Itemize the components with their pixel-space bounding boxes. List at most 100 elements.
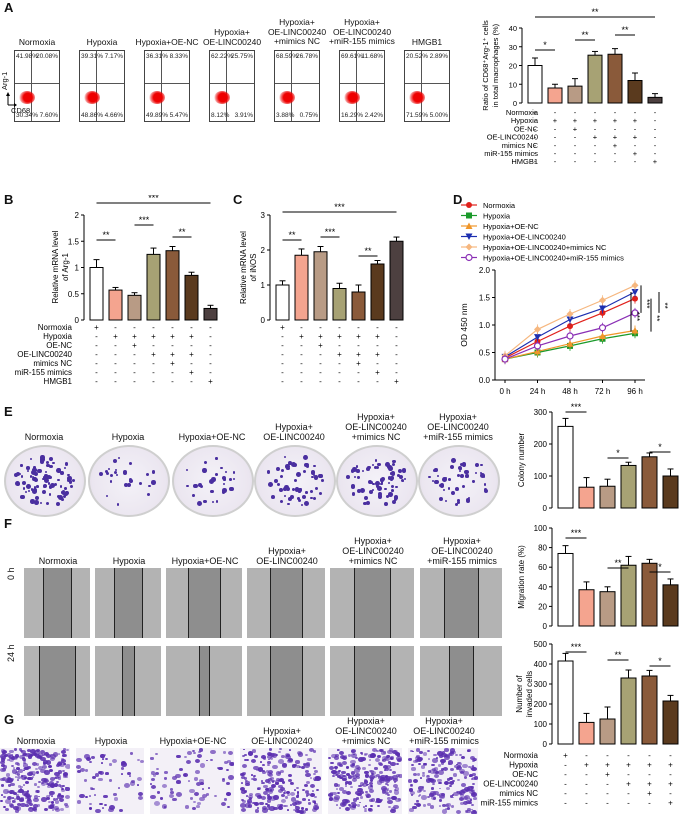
- table-row-label: miR-155 mimics: [481, 799, 538, 808]
- invaded-cell: [303, 783, 308, 787]
- invaded-cell: [352, 798, 357, 802]
- colony: [117, 456, 120, 459]
- bar: [627, 80, 643, 104]
- invaded-cell: [259, 802, 264, 806]
- invaded-cell: [198, 748, 204, 752]
- colony: [62, 494, 67, 498]
- invaded-cell: [445, 804, 450, 808]
- significance-label: **: [178, 227, 186, 237]
- table-sign: -: [574, 133, 577, 142]
- invaded-cell: [7, 795, 13, 800]
- invaded-cell: [456, 809, 462, 814]
- colony: [283, 494, 287, 498]
- invaded-cell: [369, 774, 375, 780]
- colony: [391, 462, 396, 467]
- bar: [641, 675, 658, 745]
- colony: [285, 464, 290, 469]
- colony: [30, 470, 36, 476]
- invaded-cell: [40, 781, 45, 785]
- invaded-cell: [339, 802, 346, 807]
- invaded-cell: [351, 801, 356, 806]
- invaded-cell: [55, 798, 59, 801]
- table-sign: -: [319, 377, 322, 386]
- label-line: OE-LINC00240: [332, 26, 392, 37]
- colony: [107, 468, 111, 471]
- invaded-cell: [389, 775, 395, 780]
- wound-edge-right: [301, 646, 303, 716]
- bar: [578, 486, 595, 509]
- transwell-condition-label: Normoxia: [0, 736, 72, 746]
- colony: [25, 484, 31, 489]
- panel-label-b: B: [4, 192, 14, 207]
- label-line: Hypoxia+: [214, 27, 250, 37]
- colony: [313, 464, 316, 468]
- table-sign: -: [395, 350, 398, 359]
- invaded-cell: [369, 779, 374, 782]
- invaded-cell: [154, 771, 159, 775]
- invaded-cell: [421, 765, 426, 769]
- colony: [27, 470, 30, 473]
- invaded-cell: [408, 757, 413, 761]
- invaded-cell: [296, 751, 302, 756]
- label-line: OE-LINC00240: [431, 546, 493, 557]
- invaded-cell: [228, 775, 234, 780]
- invaded-cell: [17, 784, 22, 788]
- bar: [599, 591, 616, 627]
- y-tick-label: 0: [513, 99, 517, 108]
- invaded-cell: [333, 794, 340, 800]
- invaded-cell: [256, 806, 260, 809]
- table-sign: -: [95, 368, 98, 377]
- panel-label-c: C: [233, 192, 243, 207]
- invaded-cell: [184, 805, 190, 809]
- invaded-cell: [441, 751, 445, 754]
- colony: [27, 489, 31, 493]
- invaded-cell: [438, 799, 443, 803]
- y-axis-label: of Arg-1: [61, 252, 70, 281]
- y-tick-label: 1.0: [479, 321, 491, 330]
- y-axis-label: of iNOS: [249, 253, 258, 281]
- cell-layer-left: [420, 646, 449, 716]
- data-point: [631, 281, 639, 289]
- table-sign: -: [534, 141, 537, 150]
- table-sign: +: [189, 350, 194, 359]
- invaded-cell: [332, 774, 335, 777]
- colony: [49, 456, 54, 461]
- colony: [311, 475, 314, 479]
- invaded-cell: [278, 789, 284, 794]
- colony: [203, 499, 207, 503]
- quadrant-q3-value: 49.89%: [146, 112, 169, 119]
- invaded-cell: [208, 787, 211, 789]
- invaded-cell: [337, 784, 341, 787]
- invaded-cell: [394, 751, 401, 756]
- invaded-cell: [240, 781, 244, 784]
- invaded-cell: [221, 777, 225, 781]
- wound-condition-label: Hypoxia: [95, 556, 163, 566]
- row-label-24h: 24 h: [6, 644, 16, 662]
- axis-arrows-icon: [6, 92, 17, 107]
- invaded-cell: [391, 770, 396, 775]
- invaded-cell: [338, 806, 341, 809]
- invaded-cell: [396, 774, 400, 778]
- invaded-cell: [364, 808, 367, 811]
- colony: [398, 468, 403, 473]
- legend-marker: [465, 253, 473, 262]
- invaded-cell: [83, 778, 88, 782]
- table-sign: -: [357, 341, 360, 350]
- colony: [355, 464, 359, 468]
- colony-condition-label: Hypoxia+ OE-LINC00240 +mimics NC: [334, 412, 418, 442]
- invaded-cell: [23, 752, 27, 756]
- invaded-cell: [59, 807, 64, 812]
- table-sign: -: [606, 789, 609, 798]
- invaded-cell: [339, 764, 344, 768]
- invaded-cell: [12, 792, 17, 796]
- invaded-cell: [459, 770, 465, 775]
- invaded-cell: [270, 783, 277, 789]
- colony: [401, 468, 406, 473]
- table-sign: +: [132, 341, 137, 350]
- table-sign: -: [534, 149, 537, 158]
- table-sign: -: [357, 368, 360, 377]
- colony: [352, 466, 358, 472]
- transwell-condition-label: Hypoxia+ OE-LINC00240: [240, 726, 324, 746]
- label-line: Normoxia: [18, 37, 56, 47]
- colony: [185, 468, 189, 472]
